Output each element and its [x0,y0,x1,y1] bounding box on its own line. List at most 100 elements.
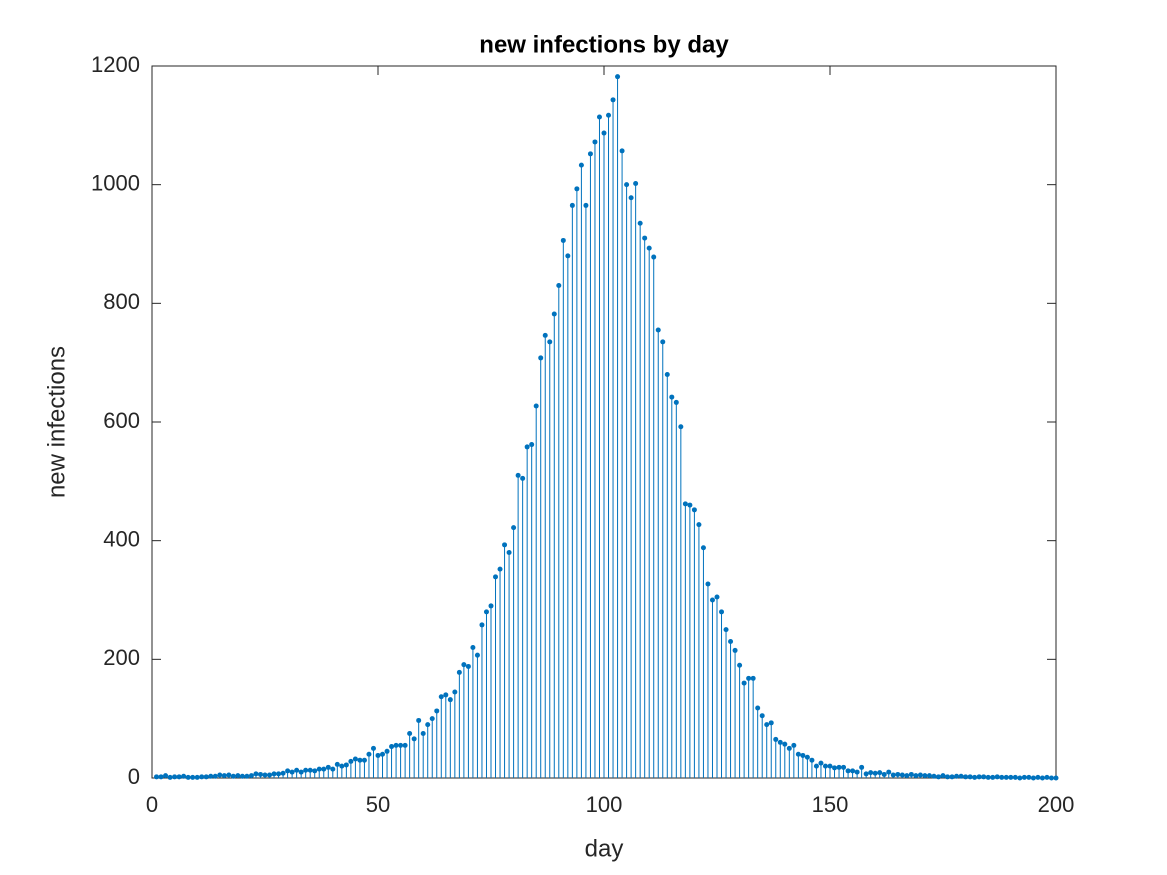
x-tick-label: 150 [812,792,849,817]
stem-marker [714,594,720,600]
stem-marker [235,773,241,779]
stem-marker [357,757,363,763]
stem-marker [949,774,955,780]
stem-marker [271,771,277,777]
stem-marker [578,162,584,168]
y-tick-label: 200 [103,645,140,670]
stem-marker [361,757,367,763]
stem-marker [619,148,625,154]
stem-marker [913,773,919,779]
stem-marker [524,444,530,450]
stem-marker [434,708,440,714]
stem-marker [926,773,932,779]
stem-marker [511,525,517,531]
stem-marker [841,764,847,770]
stem-marker [185,774,191,780]
stem-marker [972,774,978,780]
stem-marker [1044,774,1050,780]
stem-marker [777,739,783,745]
stem-marker [312,768,318,774]
stem-marker [190,774,196,780]
stem-marker [700,545,706,551]
stem-marker [1053,775,1059,781]
stem-marker [393,742,399,748]
stem-marker [556,283,562,289]
stem-marker [194,774,200,780]
stem-marker [167,774,173,780]
stem-marker [868,770,874,776]
stem-marker [592,139,598,145]
stem-marker [339,763,345,769]
stem-marker [389,744,395,750]
stem-marker [755,705,761,711]
stem-marker [560,237,566,243]
stem-marker [800,752,806,758]
stem-marker [398,742,404,748]
stem-marker [262,772,268,778]
stem-marker [425,722,431,728]
x-tick-label: 50 [366,792,390,817]
stem-marker [483,609,489,615]
stem-marker [678,424,684,430]
stem-marker [502,542,508,548]
stem-marker [963,774,969,780]
stem-marker [280,770,286,776]
stem-marker [239,773,245,779]
stem-marker [230,773,236,779]
stem-marker [791,742,797,748]
stem-marker [587,151,593,157]
stem-marker [832,765,838,771]
stem-marker [366,751,372,757]
stem-marker [976,774,982,780]
x-axis-label: day [585,835,624,862]
stem-marker [506,550,512,556]
stem-marker [411,736,417,742]
y-tick-label: 400 [103,526,140,551]
stem-marker [267,772,273,778]
chart-title: new infections by day [479,31,729,58]
stem-marker [1030,775,1036,781]
stem-marker [935,774,941,780]
stem-marker [547,339,553,345]
stem-marker [497,566,503,572]
stem-marker [732,647,738,653]
stem-marker [257,771,263,777]
stem-marker [438,694,444,700]
stem-marker [529,442,535,448]
stem-marker [330,766,336,772]
stem-marker [407,731,413,736]
stem-marker [298,769,304,775]
stem-marker [759,713,765,719]
stem-marker [696,522,702,528]
stem-marker [352,756,358,762]
stem-marker [895,771,901,777]
stem-marker [569,202,575,208]
stem-marker [285,768,291,774]
stem-marker [289,769,295,775]
stem-marker [746,675,752,681]
stem-marker [533,403,539,409]
y-tick-label: 0 [128,764,140,789]
stem-marker [416,717,422,723]
y-tick-label: 1200 [91,52,140,77]
stem-marker [904,773,910,779]
stem-marker [782,741,788,747]
stem-marker [768,720,774,726]
stem-marker [163,773,169,779]
stem-marker [723,627,729,633]
stem-marker [343,762,349,768]
stem-marker [294,767,300,773]
stem-marker [728,639,734,645]
stem-marker [606,112,612,118]
stem-marker [646,245,652,251]
stem-marker [429,716,435,722]
stem-marker [931,773,937,779]
stem-marker [673,399,679,405]
stem-marker [515,472,521,478]
stem-marker [709,597,715,603]
stem-marker [917,772,923,778]
stem-marker [488,603,494,609]
stem-marker [719,609,725,615]
stem-marker [217,772,223,778]
stem-marker [610,97,616,103]
